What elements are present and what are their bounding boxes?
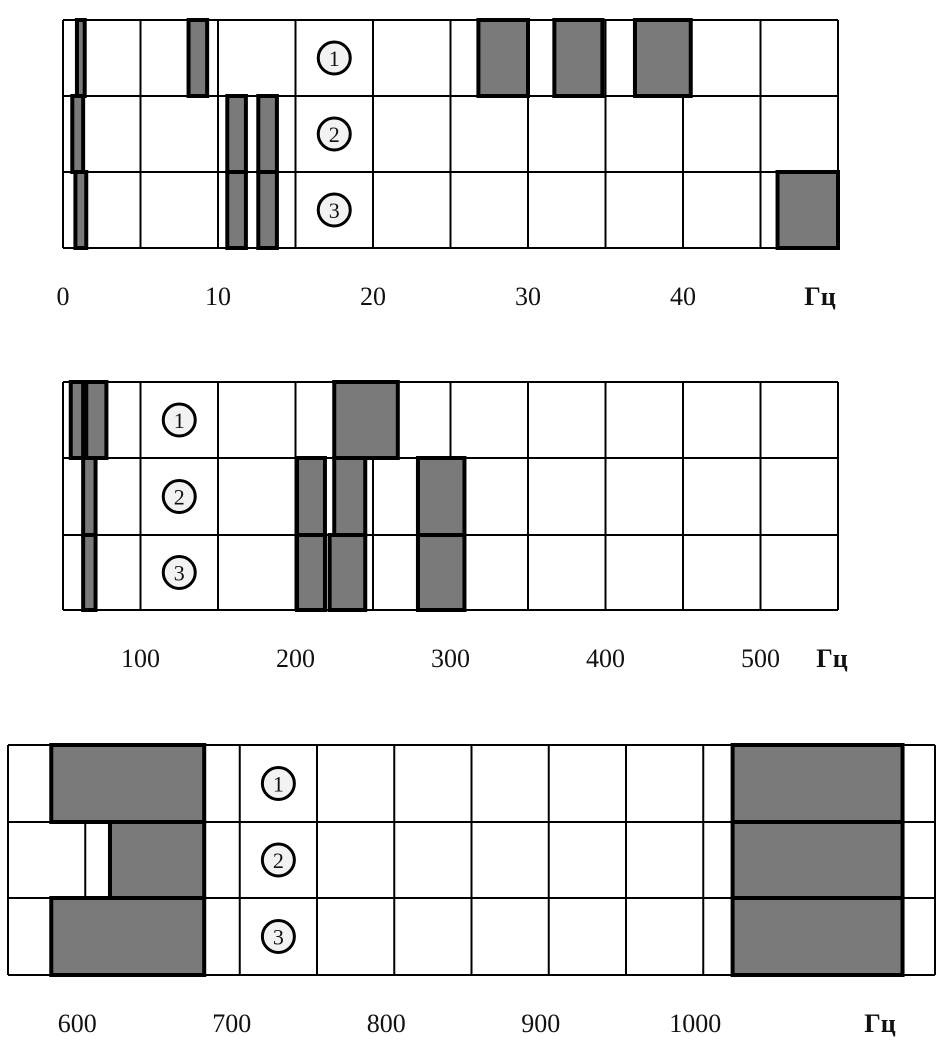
tick-label: 30 <box>515 282 541 311</box>
frequency-band-bar <box>476 18 530 98</box>
row-number-label: 3 <box>273 925 284 950</box>
row-number-label: 1 <box>273 772 284 797</box>
frequency-band-bar <box>73 170 89 250</box>
frequency-band-bar <box>74 18 87 98</box>
frequency-band-bar <box>295 533 327 612</box>
frequency-band-bar <box>775 170 840 250</box>
frequency-band-bar <box>81 456 98 537</box>
frequency-band-bar <box>415 533 467 612</box>
frequency-band-bar <box>49 743 207 824</box>
frequency-band-bar <box>256 170 279 250</box>
frequency-band-bar <box>295 456 327 537</box>
frequency-band-bar <box>186 18 210 98</box>
row-number-circle <box>316 40 352 76</box>
row-number-circle <box>260 766 296 801</box>
tick-label: 900 <box>521 1009 560 1038</box>
frequency-band-bar <box>730 743 905 824</box>
row-number-label: 3 <box>329 198 340 223</box>
frequency-band-bar <box>225 94 248 174</box>
frequency-band-bar <box>107 820 207 900</box>
row-number-circle <box>161 479 197 514</box>
tick-label: 100 <box>121 644 160 673</box>
row-number-label: 1 <box>329 46 340 71</box>
tick-label: 300 <box>431 644 470 673</box>
frequency-band-bar <box>332 380 400 460</box>
row-number-label: 2 <box>174 485 185 510</box>
frequency-band-bar <box>256 94 279 174</box>
frequency-band-bar <box>552 18 605 98</box>
frequency-band-bar <box>49 896 207 977</box>
row-number-label: 1 <box>174 408 185 433</box>
row-number-circle <box>260 842 296 878</box>
row-number-circle <box>161 555 197 590</box>
frequency-band-bar <box>81 533 98 612</box>
unit-label: Гц <box>864 1009 896 1038</box>
frequency-band-bar <box>415 456 467 537</box>
frequency-band-bar <box>84 380 109 460</box>
row-number-circle <box>260 919 296 954</box>
unit-label: Гц <box>816 644 848 673</box>
row-number-circle <box>161 402 197 438</box>
row-number-circle <box>316 116 352 152</box>
row-number-circle <box>316 192 352 228</box>
tick-label: 700 <box>212 1009 251 1038</box>
tick-label: 600 <box>58 1009 97 1038</box>
frequency-band-bar <box>332 456 368 537</box>
frequency-band-bar <box>327 533 368 612</box>
tick-label: 1000 <box>669 1009 721 1038</box>
tick-label: 500 <box>741 644 780 673</box>
tick-label: 10 <box>205 282 231 311</box>
row-number-label: 2 <box>329 122 340 147</box>
unit-label: Гц <box>804 282 836 311</box>
tick-label: 200 <box>276 644 315 673</box>
tick-label: 800 <box>367 1009 406 1038</box>
tick-label: 40 <box>670 282 696 311</box>
row-number-label: 2 <box>273 848 284 873</box>
tick-label: 400 <box>586 644 625 673</box>
tick-label: 20 <box>360 282 386 311</box>
frequency-band-bar <box>70 94 86 174</box>
frequency-band-bar <box>68 380 86 460</box>
frequency-band-bar <box>632 18 693 98</box>
frequency-band-bar <box>730 820 905 900</box>
frequency-band-bar <box>730 896 905 977</box>
tick-label: 0 <box>57 282 70 311</box>
row-number-label: 3 <box>174 561 185 586</box>
frequency-band-bar <box>225 170 248 250</box>
